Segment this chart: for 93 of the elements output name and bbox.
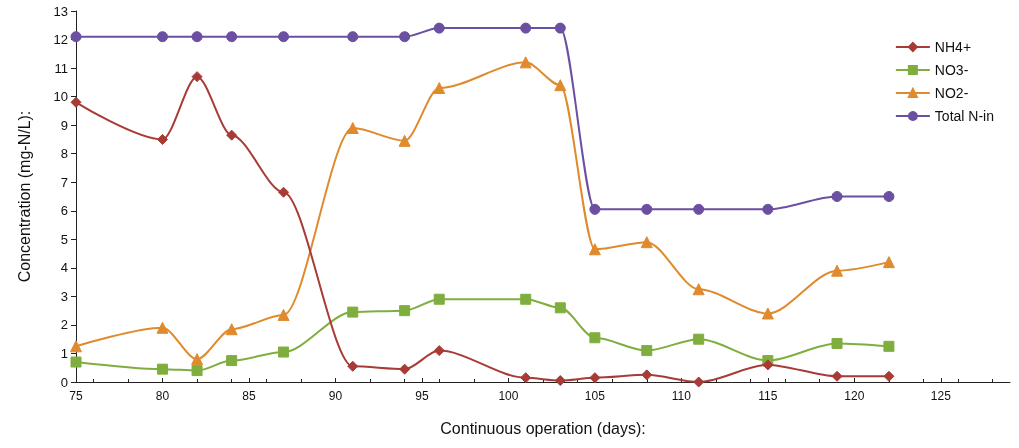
- point: [226, 129, 238, 141]
- point: [693, 333, 705, 345]
- x-tick-label: 85: [242, 389, 256, 403]
- y-tick-label: 8: [60, 146, 68, 162]
- point: [225, 323, 238, 336]
- x-tick-label: 90: [328, 389, 343, 403]
- point: [589, 372, 601, 384]
- x-tick-label: 125: [930, 389, 952, 403]
- legend-label: NO3-: [934, 62, 969, 78]
- point: [433, 22, 445, 34]
- legend-label: NO2-: [934, 85, 969, 101]
- x-tick-label: 100: [498, 389, 519, 403]
- point: [70, 31, 82, 43]
- point: [589, 203, 601, 215]
- point: [191, 31, 203, 43]
- point: [70, 96, 82, 108]
- point: [433, 293, 445, 305]
- point: [278, 31, 290, 43]
- point: [554, 302, 566, 314]
- point: [589, 332, 601, 344]
- point: [641, 203, 653, 215]
- x-axis-title: Continuous operation (days):: [440, 419, 646, 437]
- point: [191, 71, 203, 83]
- point: [883, 370, 895, 382]
- point: [761, 307, 774, 320]
- point: [883, 191, 895, 202]
- point: [588, 243, 601, 256]
- y-tick-label: 10: [53, 89, 68, 105]
- point: [554, 79, 567, 92]
- y-tick-label: 11: [54, 60, 68, 76]
- legend-label: NH4+: [934, 39, 972, 55]
- point: [831, 191, 843, 202]
- y-tick-label: 3: [60, 288, 68, 304]
- point: [399, 31, 411, 43]
- point: [433, 345, 445, 357]
- point: [156, 321, 169, 334]
- point: [762, 359, 774, 371]
- y-tick-label: 0: [60, 374, 68, 390]
- x-tick-label: 80: [155, 389, 170, 403]
- point: [520, 293, 532, 305]
- y-tick-label: 13: [53, 3, 68, 19]
- point: [693, 203, 705, 215]
- point: [346, 122, 359, 135]
- x-tick-label: 110: [671, 389, 692, 403]
- point: [519, 56, 532, 69]
- x-tick-label: 95: [415, 389, 429, 403]
- point: [883, 340, 895, 352]
- y-tick-label: 12: [53, 32, 68, 48]
- point: [399, 305, 411, 317]
- legend-label: Total N-in: [934, 108, 995, 124]
- point: [831, 264, 844, 277]
- y-tick-label: 9: [60, 117, 68, 133]
- point: [693, 376, 705, 388]
- x-tick-label: 115: [758, 389, 778, 403]
- point: [347, 306, 359, 318]
- point: [831, 370, 843, 382]
- point: [882, 256, 895, 269]
- y-tick-label: 5: [60, 231, 68, 247]
- point: [831, 337, 843, 349]
- point: [70, 356, 82, 368]
- point: [398, 134, 411, 147]
- point: [641, 345, 653, 357]
- point: [156, 133, 168, 145]
- y-tick-label: 1: [60, 345, 68, 361]
- y-tick-label: 7: [60, 174, 68, 190]
- point: [278, 186, 290, 198]
- point: [70, 340, 82, 353]
- point: [520, 372, 532, 384]
- point: [640, 236, 653, 249]
- point: [191, 353, 204, 366]
- point: [433, 82, 446, 95]
- x-tick-label: 105: [584, 389, 606, 403]
- point: [347, 31, 359, 43]
- point: [278, 346, 290, 358]
- point: [226, 355, 238, 367]
- point: [554, 22, 566, 34]
- y-tick-label: 4: [60, 260, 68, 276]
- point: [692, 283, 705, 296]
- y-tick-label: 2: [60, 317, 68, 333]
- x-tick-label: 120: [844, 389, 865, 403]
- y-tick-label: 6: [60, 203, 68, 219]
- point: [762, 203, 774, 215]
- point: [226, 31, 238, 43]
- y-axis-title: Concentration (mg-N/L):: [15, 110, 33, 283]
- point: [520, 22, 532, 34]
- point: [347, 360, 359, 372]
- x-tick-label: 75: [69, 389, 83, 403]
- point: [399, 363, 411, 375]
- point: [554, 375, 566, 387]
- point: [156, 363, 168, 375]
- point: [191, 365, 203, 377]
- point: [156, 31, 168, 43]
- point: [277, 308, 290, 321]
